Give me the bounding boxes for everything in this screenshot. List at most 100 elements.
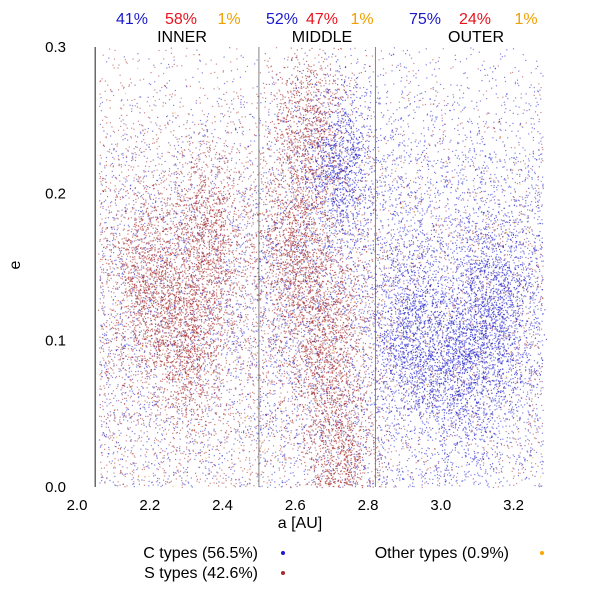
- asteroid-point: [241, 439, 242, 440]
- asteroid-point: [114, 458, 115, 459]
- asteroid-point: [177, 151, 178, 152]
- asteroid-point: [101, 370, 102, 371]
- asteroid-point: [199, 404, 200, 405]
- asteroid-point: [190, 453, 191, 454]
- asteroid-point: [132, 159, 133, 160]
- asteroid-point: [174, 165, 175, 166]
- asteroid-point: [221, 203, 222, 204]
- asteroid-point: [255, 199, 256, 200]
- asteroid-point: [119, 235, 120, 236]
- asteroid-point: [230, 112, 231, 113]
- asteroid-point: [153, 448, 154, 449]
- asteroid-point: [233, 368, 234, 369]
- asteroid-point: [113, 175, 114, 176]
- asteroid-point: [147, 359, 148, 360]
- asteroid-point: [229, 392, 230, 393]
- asteroid-point: [204, 367, 205, 368]
- asteroid-point: [236, 304, 237, 305]
- asteroid-point: [145, 333, 146, 334]
- asteroid-point: [247, 221, 248, 222]
- asteroid-point: [183, 472, 184, 473]
- asteroid-point: [174, 428, 175, 429]
- asteroid-point: [170, 131, 171, 132]
- asteroid-point: [239, 271, 240, 272]
- asteroid-point: [225, 194, 226, 195]
- asteroid-point: [157, 395, 158, 396]
- asteroid-point: [127, 456, 128, 457]
- asteroid-point: [162, 220, 163, 221]
- asteroid-point: [140, 133, 141, 134]
- asteroid-point: [257, 288, 258, 289]
- asteroid-point: [250, 361, 251, 362]
- asteroid-point: [225, 283, 226, 284]
- asteroid-point: [189, 138, 190, 139]
- asteroid-point: [200, 141, 201, 142]
- asteroid-point: [179, 336, 180, 337]
- asteroid-point: [118, 130, 119, 131]
- asteroid-point: [156, 232, 157, 233]
- asteroid-point: [162, 299, 163, 300]
- asteroid-point: [113, 149, 114, 150]
- asteroid-point: [181, 480, 182, 481]
- asteroid-point: [169, 323, 170, 324]
- asteroid-point: [224, 339, 225, 340]
- asteroid-point: [250, 473, 251, 474]
- asteroid-point: [198, 467, 199, 468]
- asteroid-point: [135, 266, 136, 267]
- asteroid-point: [198, 336, 199, 337]
- asteroid-point: [200, 328, 201, 329]
- asteroid-point: [123, 177, 124, 178]
- asteroid-point: [255, 123, 256, 124]
- asteroid-point: [108, 188, 109, 189]
- asteroid-point: [178, 413, 179, 414]
- asteroid-point: [244, 177, 245, 178]
- asteroid-point: [244, 420, 245, 421]
- asteroid-point: [254, 337, 255, 338]
- asteroid-point: [230, 408, 231, 409]
- asteroid-point: [240, 312, 241, 313]
- asteroid-point: [201, 181, 202, 182]
- asteroid-point: [131, 229, 132, 230]
- asteroid-point: [142, 346, 143, 347]
- asteroid-point: [121, 292, 122, 293]
- asteroid-point: [140, 391, 141, 392]
- asteroid-point: [204, 385, 205, 386]
- asteroid-point: [212, 106, 213, 107]
- asteroid-point: [215, 254, 216, 255]
- asteroid-point: [214, 482, 215, 483]
- asteroid-point: [239, 399, 240, 400]
- asteroid-point: [148, 293, 149, 294]
- asteroid-point: [251, 209, 252, 210]
- asteroid-point: [222, 462, 223, 463]
- asteroid-point: [141, 306, 142, 307]
- asteroid-point: [106, 263, 107, 264]
- asteroid-point: [116, 400, 117, 401]
- asteroid-point: [217, 169, 218, 170]
- asteroid-point: [121, 284, 122, 285]
- asteroid-point: [135, 375, 136, 376]
- asteroid-point: [116, 194, 117, 195]
- asteroid-point: [121, 322, 122, 323]
- asteroid-point: [249, 153, 250, 154]
- asteroid-point: [175, 426, 176, 427]
- asteroid-point: [120, 75, 121, 76]
- asteroid-point: [137, 302, 138, 303]
- asteroid-point: [241, 194, 242, 195]
- asteroid-point: [230, 480, 231, 481]
- asteroid-point: [187, 405, 188, 406]
- asteroid-point: [103, 313, 104, 314]
- asteroid-point: [245, 241, 246, 242]
- asteroid-point: [156, 386, 157, 387]
- asteroid-point: [135, 160, 136, 161]
- asteroid-point: [257, 407, 258, 408]
- asteroid-point: [231, 455, 232, 456]
- asteroid-point: [218, 406, 219, 407]
- asteroid-point: [240, 320, 241, 321]
- asteroid-point: [215, 157, 216, 158]
- asteroid-point: [186, 449, 187, 450]
- asteroid-point: [180, 220, 181, 221]
- asteroid-point: [258, 268, 259, 269]
- asteroid-point: [218, 339, 219, 340]
- asteroid-point: [151, 463, 152, 464]
- asteroid-point: [132, 401, 133, 402]
